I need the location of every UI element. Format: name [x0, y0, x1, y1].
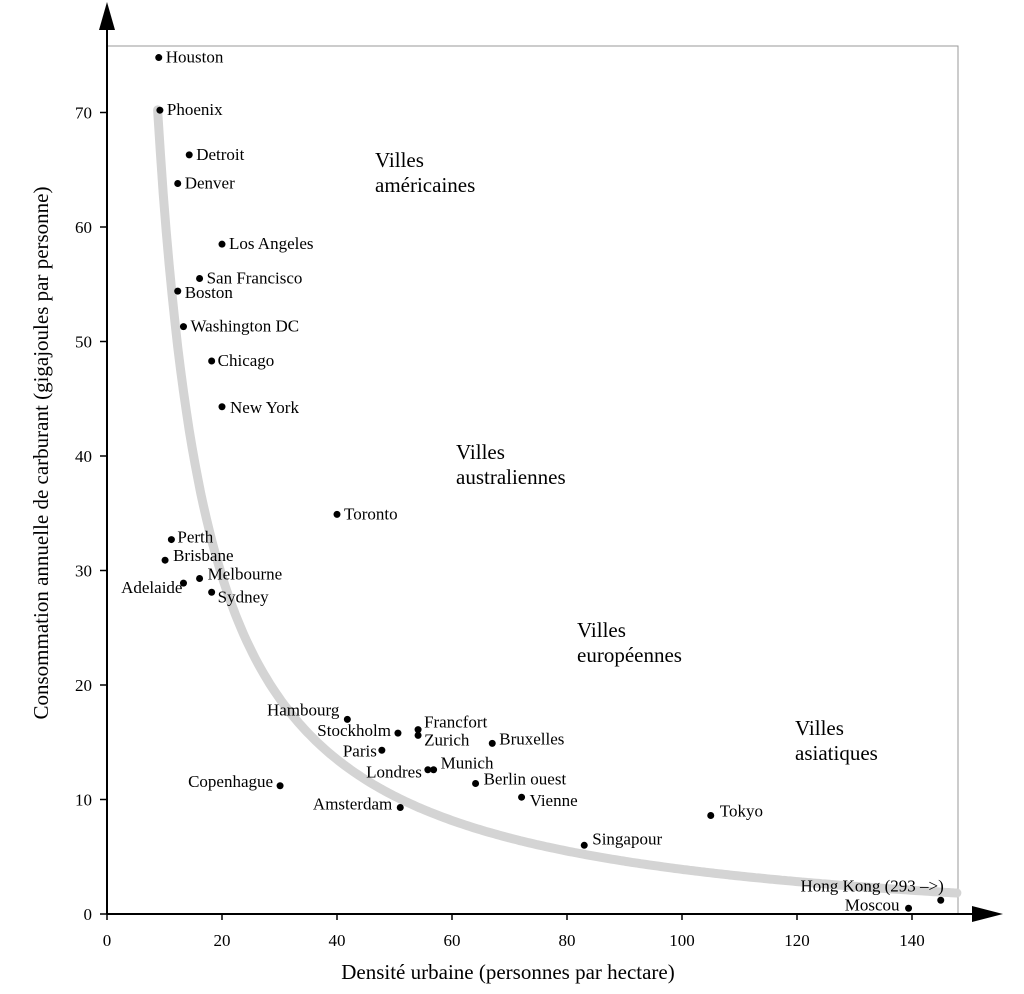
data-point — [394, 729, 402, 737]
y-tick-label: 70 — [75, 104, 92, 123]
x-tick-label: 60 — [444, 931, 461, 950]
data-point — [414, 726, 422, 734]
data-point — [378, 746, 386, 754]
point-label: San Francisco — [207, 269, 303, 288]
data-point — [185, 151, 193, 159]
data-points: Houston Phoenix Detroit Denver Los Angeles Sa… — [121, 48, 945, 914]
data-point — [424, 766, 432, 774]
point-label: Munich — [441, 754, 494, 773]
point-label: Perth — [177, 528, 213, 547]
data-point — [174, 179, 182, 187]
point-label: Tokyo — [720, 802, 763, 821]
y-ticks: 0 10 20 30 40 50 60 70 — [75, 104, 107, 924]
data-point — [518, 793, 526, 801]
point-label: Chicago — [218, 351, 275, 370]
point-label: Paris — [343, 741, 377, 760]
data-point — [179, 323, 187, 331]
point-label: Melbourne — [208, 565, 283, 584]
point-label: Sydney — [218, 587, 270, 606]
data-point — [196, 575, 204, 583]
point-label: Moscou — [845, 895, 900, 914]
data-point — [488, 739, 496, 747]
group-label-line2: européennes — [577, 643, 682, 667]
point-label: Zurich — [424, 730, 470, 749]
point-label: Copenhague — [188, 772, 273, 791]
point-label: Toronto — [344, 504, 398, 523]
data-point — [218, 403, 226, 411]
point-label: Londres — [366, 763, 422, 782]
x-tick-label: 140 — [899, 931, 925, 950]
group-label-line1: Villes — [375, 148, 424, 172]
y-tick-label: 10 — [75, 791, 92, 810]
data-point — [905, 904, 913, 912]
point-label: Phoenix — [167, 100, 223, 119]
x-tick-label: 20 — [214, 931, 231, 950]
data-point — [155, 54, 163, 62]
x-tick-label: 100 — [669, 931, 695, 950]
data-point — [343, 715, 351, 723]
data-point — [208, 357, 216, 365]
y-tick-label: 60 — [75, 218, 92, 237]
point-label: Houston — [166, 48, 224, 67]
point-label: Bruxelles — [499, 729, 564, 748]
group-label-line2: américaines — [375, 173, 475, 197]
group-label-line1: Villes — [577, 618, 626, 642]
data-point — [179, 579, 187, 587]
group-label-line1: Villes — [456, 440, 505, 464]
point-label: Brisbane — [173, 546, 233, 565]
point-label: Los Angeles — [229, 234, 314, 253]
data-point — [707, 812, 715, 820]
point-label: Boston — [185, 283, 234, 302]
data-point — [161, 556, 169, 564]
point-label: Hambourg — [267, 700, 340, 719]
data-point — [174, 287, 182, 295]
point-label: Vienne — [530, 791, 578, 810]
x-ticks: 0 20 40 60 80 100 120 140 — [103, 914, 925, 950]
x-tick-label: 40 — [329, 931, 346, 950]
data-point — [937, 896, 945, 904]
y-tick-label: 30 — [75, 562, 92, 581]
data-point — [580, 841, 588, 849]
data-point — [167, 536, 175, 544]
y-tick-label: 0 — [84, 905, 93, 924]
group-label-line1: Villes — [795, 716, 844, 740]
data-point — [333, 510, 341, 518]
group-labels: VillesaméricainesVillesaustraliennesVill… — [375, 148, 878, 765]
x-axis-title: Densité urbaine (personnes par hectare) — [341, 960, 675, 984]
data-point — [196, 275, 204, 283]
y-tick-label: 50 — [75, 333, 92, 352]
x-tick-label: 80 — [559, 931, 576, 950]
data-point — [472, 779, 480, 787]
point-label: Stockholm — [317, 721, 391, 740]
point-label: Detroit — [196, 145, 244, 164]
data-point — [156, 106, 164, 114]
trend-curve — [153, 105, 962, 898]
data-point — [218, 240, 226, 248]
data-point — [208, 588, 216, 596]
y-axis-title: Consommation annuelle de carburant (giga… — [29, 186, 53, 719]
group-label-line2: australiennes — [456, 465, 566, 489]
point-label: Adelaide — [121, 578, 182, 597]
point-label: New York — [230, 398, 299, 417]
point-label: Hong Kong (293 –>) — [801, 876, 944, 895]
y-axis-arrow — [99, 2, 115, 30]
point-label: Francfort — [424, 713, 488, 732]
data-point — [414, 731, 422, 739]
point-label: Washington DC — [190, 317, 299, 336]
point-label: Berlin ouest — [484, 769, 567, 788]
point-label: Singapour — [592, 829, 662, 848]
data-point — [276, 782, 284, 790]
y-tick-label: 20 — [75, 676, 92, 695]
x-tick-label: 120 — [784, 931, 810, 950]
point-label: Amsterdam — [313, 795, 392, 814]
group-label-line2: asiatiques — [795, 741, 878, 765]
data-point — [430, 766, 438, 774]
x-tick-label: 0 — [103, 931, 112, 950]
y-tick-label: 40 — [75, 447, 92, 466]
point-label: Denver — [185, 173, 235, 192]
x-axis-arrow — [972, 906, 1003, 922]
data-point — [396, 804, 404, 812]
